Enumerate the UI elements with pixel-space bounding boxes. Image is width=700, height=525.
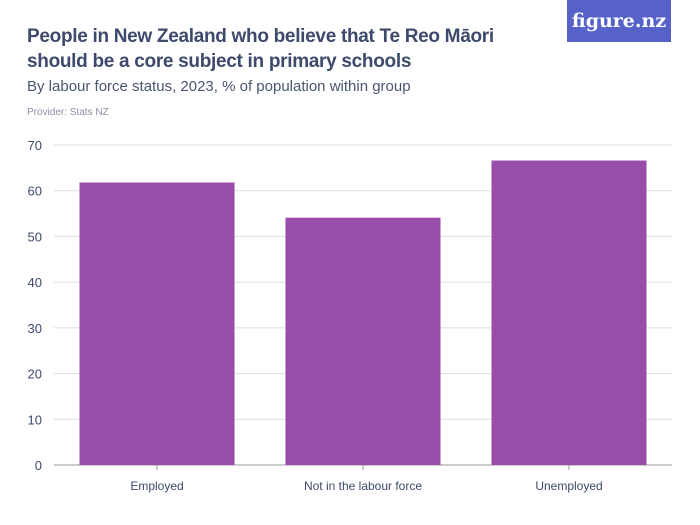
y-tick-label: 60 xyxy=(28,184,42,199)
y-tick-label: 40 xyxy=(28,275,42,290)
x-tick-label: Unemployed xyxy=(535,479,602,493)
x-tick-label: Employed xyxy=(130,479,183,493)
figure-nz-logo[interactable]: figure.nz xyxy=(567,0,671,42)
y-tick-label: 70 xyxy=(28,138,42,153)
bar-unemployed xyxy=(491,160,647,466)
bar-not-in-the-labour-force xyxy=(285,217,441,465)
y-tick-label: 20 xyxy=(28,367,42,382)
chart-subtitle: By labour force status, 2023, % of popul… xyxy=(27,78,411,95)
y-tick-label: 50 xyxy=(28,229,42,244)
bar-employed xyxy=(79,182,235,465)
y-tick-label: 0 xyxy=(35,458,42,473)
y-tick-label: 10 xyxy=(28,412,42,427)
provider-label: Provider: Stats NZ xyxy=(27,107,109,118)
x-tick-label: Not in the labour force xyxy=(304,479,422,493)
y-tick-label: 30 xyxy=(28,321,42,336)
chart-title: People in New Zealand who believe that T… xyxy=(27,26,494,72)
